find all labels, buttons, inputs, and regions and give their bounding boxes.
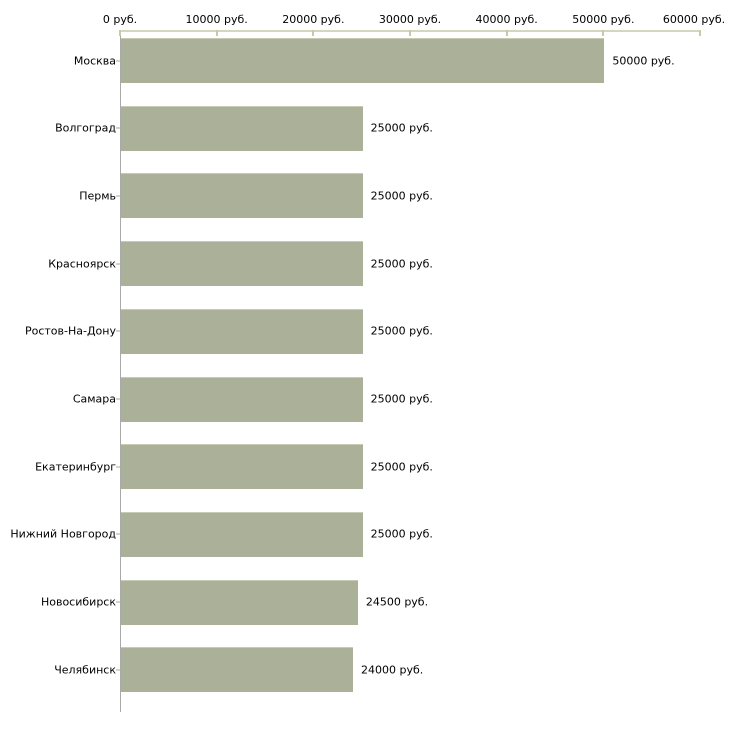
value-label: 25000 руб.: [370, 257, 433, 271]
category-label: Красноярск: [48, 257, 116, 271]
x-axis-tick: [602, 30, 605, 36]
x-axis-tick-label: 10000 руб.: [185, 13, 248, 26]
y-axis-tick: [116, 262, 120, 265]
x-axis-tick: [409, 30, 411, 36]
category-label: Москва: [73, 54, 116, 67]
value-label: 25000 руб.: [370, 392, 433, 406]
bar-3: [121, 241, 363, 287]
value-label: 24000 руб.: [361, 663, 424, 677]
x-axis-tick: [699, 30, 701, 36]
y-axis-tick: [116, 194, 120, 197]
bar-4: [121, 308, 363, 354]
bar-9: [121, 647, 353, 693]
value-label: 25000 руб.: [370, 121, 433, 135]
x-axis-tick: [215, 30, 218, 36]
bar-1: [121, 105, 363, 151]
category-label: Пермь: [79, 189, 116, 203]
y-axis-line: [120, 30, 121, 712]
y-axis-tick: [116, 330, 120, 333]
bar-2: [121, 173, 363, 219]
x-axis-tick: [119, 30, 121, 36]
x-axis-tick-label: 20000 руб.: [282, 13, 345, 26]
bar-7: [121, 511, 363, 557]
value-label: 25000 руб.: [370, 324, 433, 338]
category-label: Волгоград: [55, 121, 116, 135]
y-axis-tick: [116, 465, 120, 468]
bar-0: [121, 38, 605, 83]
bar-5: [121, 376, 363, 422]
bar-8: [121, 579, 358, 625]
value-label: 25000 руб.: [370, 189, 433, 203]
x-axis-tick-label: 50000 руб.: [572, 13, 635, 26]
bar-6: [121, 444, 363, 490]
category-label: Ростов-На-Дону: [24, 324, 116, 338]
category-label: Новосибирск: [40, 595, 116, 609]
y-axis-tick: [116, 668, 120, 671]
category-label: Нижний Новгород: [10, 527, 116, 541]
x-axis-tick: [312, 30, 315, 36]
y-axis-tick: [116, 533, 120, 536]
value-label: 25000 руб.: [370, 460, 433, 474]
value-label: 25000 руб.: [370, 527, 433, 541]
y-axis-tick: [116, 601, 120, 604]
value-label: 50000 руб.: [612, 54, 675, 67]
y-axis-tick: [116, 59, 120, 62]
x-axis-tick-label: 40000 руб.: [475, 13, 538, 26]
category-label: Самара: [72, 392, 116, 406]
category-label: Челябинск: [54, 663, 116, 677]
x-axis-tick-label: 60000 руб.: [662, 13, 726, 26]
x-axis-tick-label: 30000 руб.: [378, 13, 442, 26]
x-axis-tick: [505, 30, 508, 36]
y-axis-tick: [116, 127, 120, 130]
x-axis-tick-label: 0 руб.: [102, 13, 138, 26]
y-axis-tick: [116, 398, 120, 400]
value-label: 24500 руб.: [365, 595, 429, 609]
category-label: Екатеринбург: [35, 460, 116, 474]
